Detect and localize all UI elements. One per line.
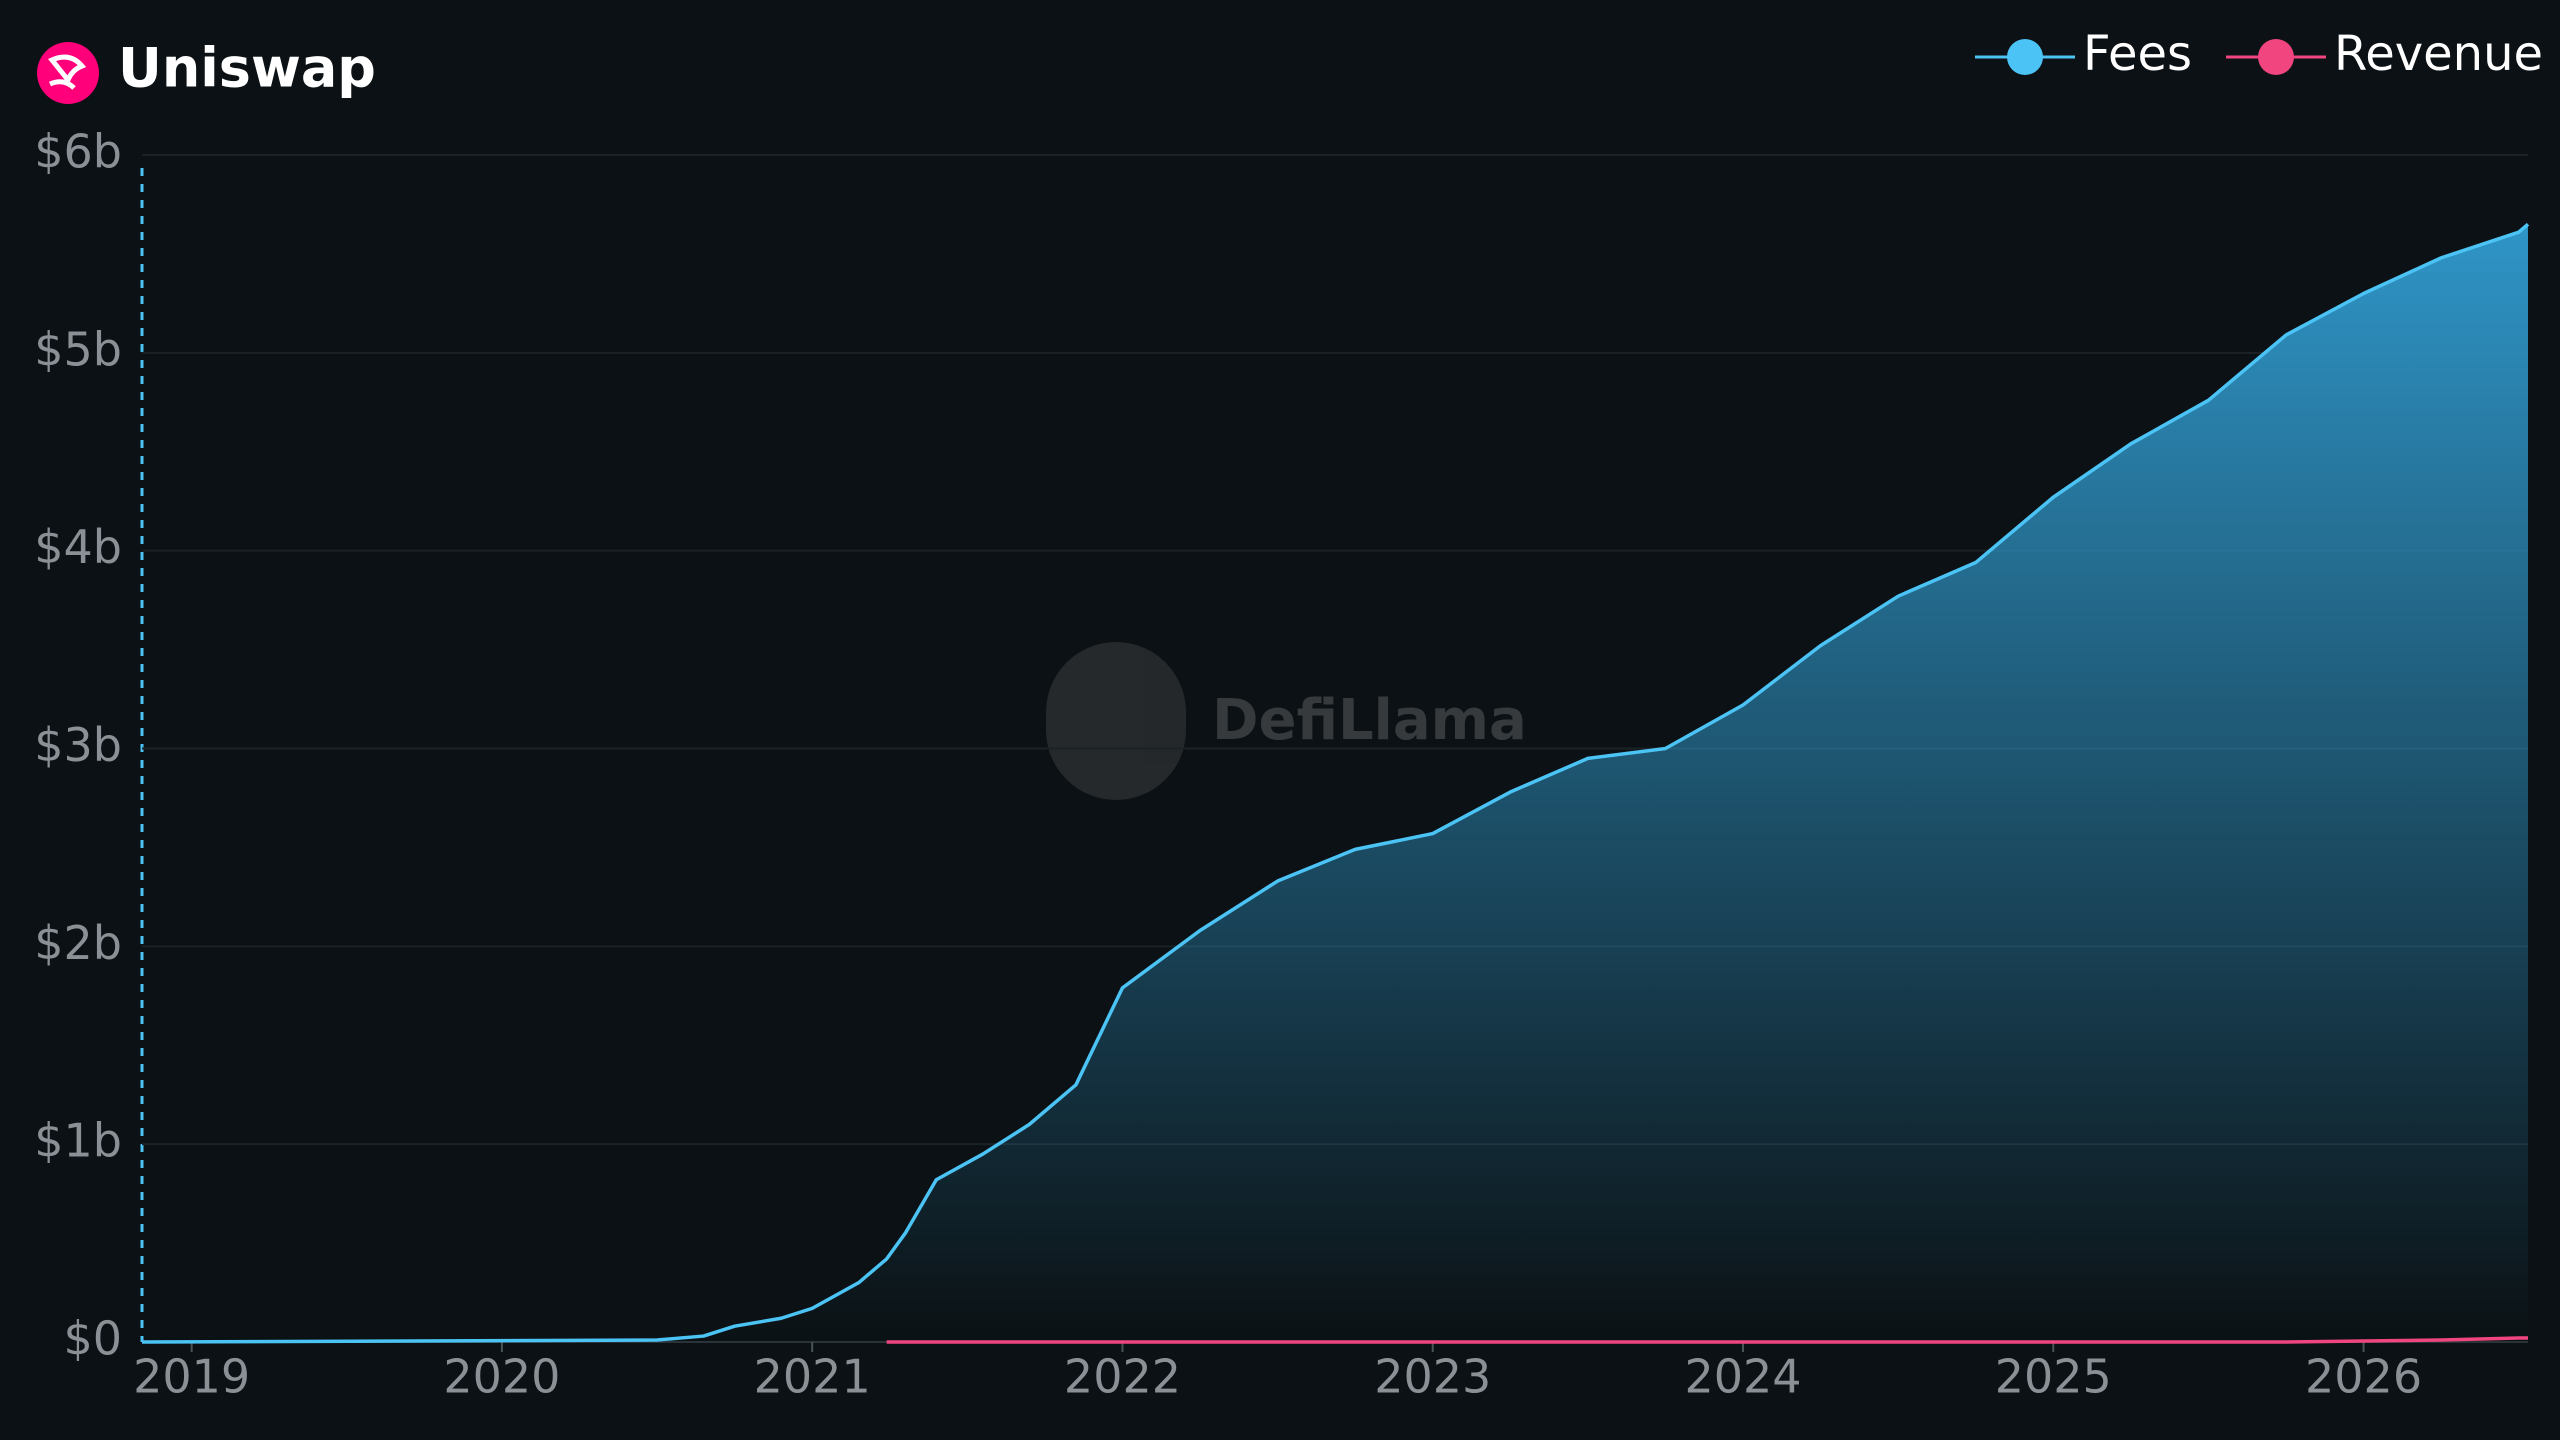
x-tick-label: 2023 bbox=[1374, 1350, 1491, 1404]
watermark-logo bbox=[1046, 642, 1186, 800]
y-tick-label: $1b bbox=[34, 1114, 122, 1168]
x-tick-label: 2026 bbox=[2305, 1350, 2422, 1404]
x-tick-label: 2025 bbox=[1995, 1350, 2112, 1404]
x-tick-label: 2022 bbox=[1064, 1350, 1181, 1404]
legend-label: Fees bbox=[2083, 26, 2192, 82]
y-tick-label: $6b bbox=[34, 125, 122, 179]
chart-title: Uniswap bbox=[118, 37, 376, 100]
area bbox=[142, 224, 2528, 1342]
watermark-text: DefiLlama bbox=[1212, 688, 1527, 753]
line bbox=[886, 1336, 2528, 1344]
y-tick-label: $3b bbox=[34, 718, 122, 772]
legend-marker bbox=[2258, 39, 2294, 75]
y-tick-label: $0 bbox=[63, 1312, 122, 1366]
logo-glyph bbox=[48, 54, 87, 90]
x-tick-label: 2020 bbox=[443, 1350, 560, 1404]
legend-marker bbox=[2007, 39, 2043, 75]
watermark: DefiLlama bbox=[1046, 642, 1527, 800]
x-tick-label: 2019 bbox=[133, 1350, 250, 1404]
y-tick-label: $2b bbox=[34, 916, 122, 970]
legend-label: Revenue bbox=[2334, 26, 2543, 82]
logo-icon bbox=[37, 42, 99, 104]
x-tick-label: 2024 bbox=[1684, 1350, 1801, 1404]
logo bbox=[37, 42, 99, 104]
y-tick-label: $5b bbox=[34, 322, 122, 376]
y-tick-label: $4b bbox=[34, 520, 122, 574]
line bbox=[141, 222, 2530, 1344]
x-tick-label: 2021 bbox=[754, 1350, 871, 1404]
